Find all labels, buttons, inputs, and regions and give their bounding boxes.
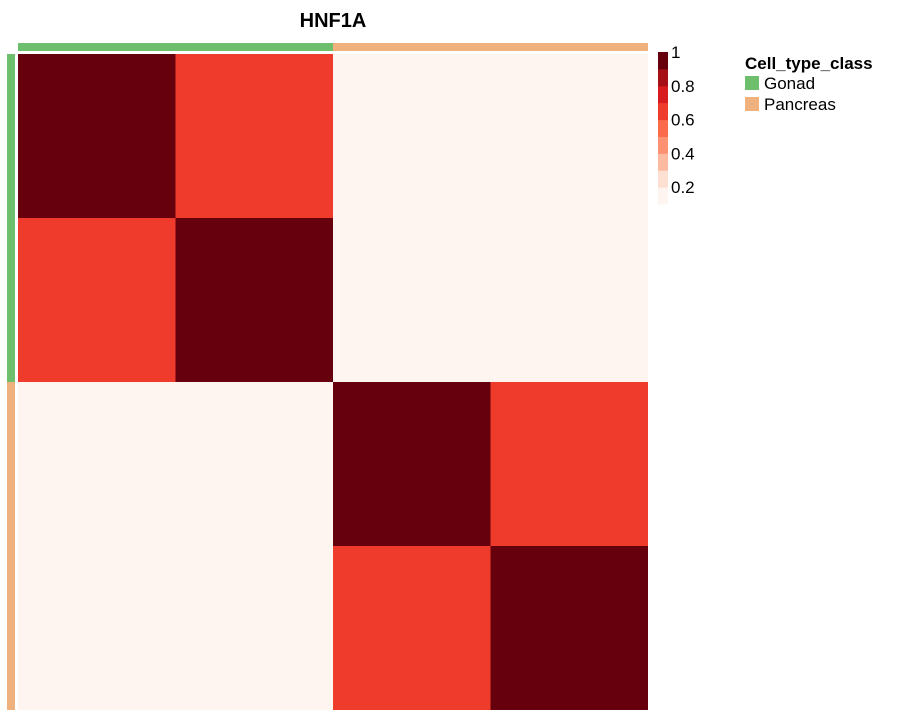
colorbar-bin [658,102,668,121]
row-annotation-segment [7,218,15,382]
heatmap-cell [18,54,176,218]
heatmap-cell [18,382,176,546]
heatmap-cell [175,546,333,710]
heatmap-cell [175,54,333,218]
column-annotation-segment [18,43,176,51]
heatmap-cell [175,382,333,546]
colorbar-tick-label: 1 [671,43,680,62]
heatmap-cell [175,218,333,382]
heatmap-cell [333,218,491,382]
row-annotation-segment [7,382,15,546]
heatmap-cell [490,546,648,710]
heatmap-cells [18,54,648,710]
column-annotation-segment [175,43,333,51]
legend-swatch [745,76,759,90]
colorbar-bin [658,85,668,104]
heatmap-cell [333,54,491,218]
heatmap-cell [18,218,176,382]
column-annotation-segment [490,43,648,51]
column-annotation-segment [333,43,491,51]
heatmap-cell [333,382,491,546]
colorbar-bin [658,170,668,188]
legend-label: Pancreas [764,95,836,114]
row-annotation-segment [7,546,15,710]
colorbar-bin [658,52,668,70]
row-annotation-segment [7,54,15,218]
annotation-bars [7,43,648,710]
legend-title: Cell_type_class [745,54,873,73]
colorbar-tick-label: 0.8 [671,77,695,96]
colorbar-bin [658,119,668,137]
colorbar-tick-label: 0.4 [671,144,695,163]
colorbar-tick-label: 0.2 [671,178,695,197]
heatmap-cell [490,382,648,546]
colorbar-bin [658,68,668,87]
heatmap-cell [18,546,176,710]
chart-title: HNF1A [300,10,367,32]
colorbar-bin [658,136,668,154]
legend-swatch [745,97,759,111]
colorbar: 1 0.8 0.6 0.4 0.2 [658,43,695,205]
legend-label: Gonad [764,74,815,93]
heatmap-cell [333,546,491,710]
heatmap-cell [490,218,648,382]
colorbar-tick-label: 0.6 [671,111,695,130]
colorbar-bin [658,187,668,205]
heatmap-cell [490,54,648,218]
colorbar-bin [658,153,668,171]
